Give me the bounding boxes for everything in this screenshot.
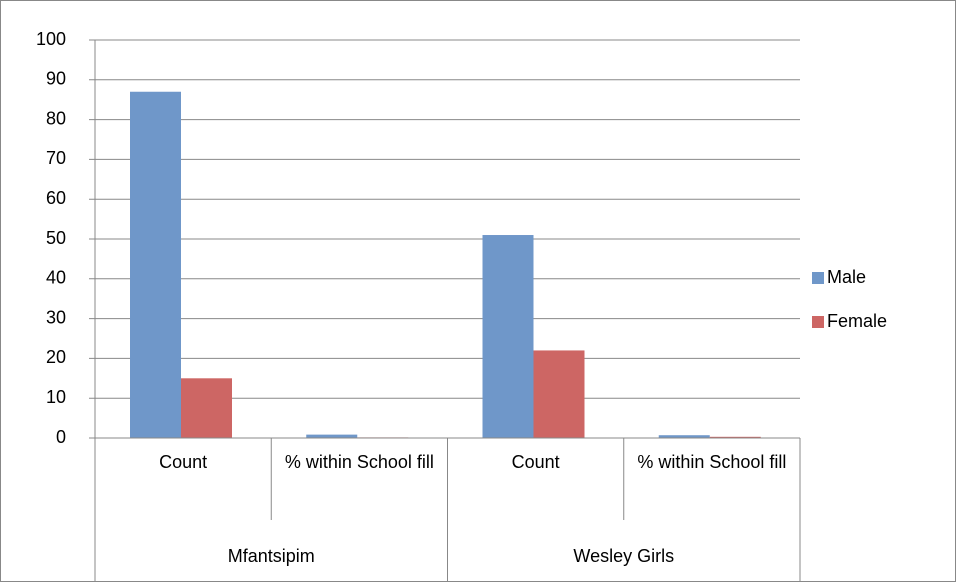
bar — [130, 91, 181, 439]
x-tick-label: Count — [159, 452, 208, 472]
x-tick-label: % within School fill — [284, 452, 434, 472]
x-tick-label: % within School fill — [637, 452, 787, 472]
group-label: Wesley Girls — [573, 546, 674, 566]
legend-swatch — [812, 272, 824, 284]
bar — [482, 235, 534, 438]
y-tick-label: 30 — [46, 307, 66, 327]
y-tick-label: 70 — [46, 148, 66, 168]
y-tick-label: 0 — [56, 427, 66, 447]
y-tick-label: 90 — [46, 69, 66, 89]
legend-swatch — [812, 316, 824, 328]
y-tick-label: 20 — [46, 347, 66, 367]
bar — [181, 378, 232, 438]
legend-label: Male — [827, 267, 866, 287]
legend-label: Female — [827, 311, 887, 331]
x-tick-label: Count — [511, 452, 560, 472]
bar — [306, 434, 358, 438]
y-tick-label: 50 — [46, 228, 66, 248]
y-tick-label: 100 — [36, 29, 66, 49]
y-tick-label: 80 — [46, 108, 66, 128]
y-tick-label: 60 — [46, 188, 66, 208]
bar — [709, 436, 761, 438]
group-label: Mfantsipim — [228, 546, 315, 566]
y-tick-label: 40 — [46, 268, 66, 288]
bar — [533, 350, 585, 438]
bar — [658, 435, 710, 438]
y-tick-label: 10 — [46, 387, 66, 407]
